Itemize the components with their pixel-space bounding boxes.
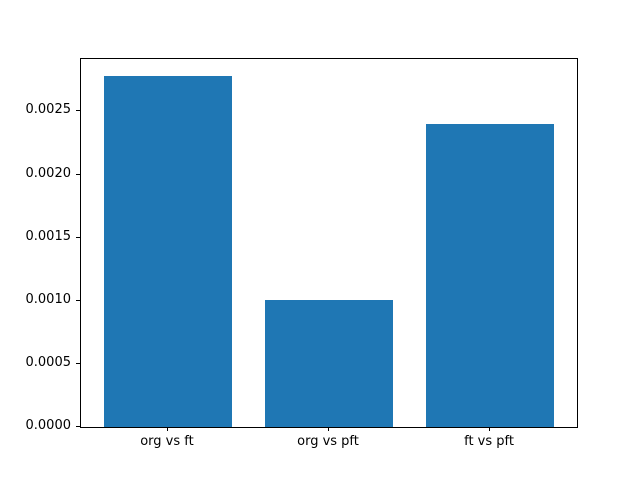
y-tick-label: 0.0010 <box>25 291 72 307</box>
bar-org-vs-ft <box>103 76 233 427</box>
bar-org-vs-pft <box>264 299 394 427</box>
y-tick-label: 0.0000 <box>25 418 72 433</box>
x-tick-label: ft vs pft <box>464 434 514 449</box>
x-tick-label: org vs ft <box>140 434 194 449</box>
x-tick-mark <box>166 427 168 431</box>
y-tick-label: 0.0025 <box>25 102 72 118</box>
plot-area <box>80 58 578 428</box>
y-tick-mark <box>76 299 80 301</box>
y-tick-label: 0.0020 <box>25 165 72 181</box>
y-tick-mark <box>76 362 80 364</box>
x-tick-mark <box>328 427 329 431</box>
bar-ft-vs-pft <box>425 124 555 427</box>
y-tick-label: 0.0005 <box>25 354 72 370</box>
y-tick-mark <box>76 110 80 112</box>
x-tick-mark <box>489 427 491 431</box>
x-tick-label: org vs pft <box>297 434 359 449</box>
y-tick-mark <box>76 236 80 238</box>
y-tick-mark <box>76 426 80 427</box>
y-tick-mark <box>76 173 80 175</box>
y-tick-label: 0.0015 <box>25 228 72 244</box>
